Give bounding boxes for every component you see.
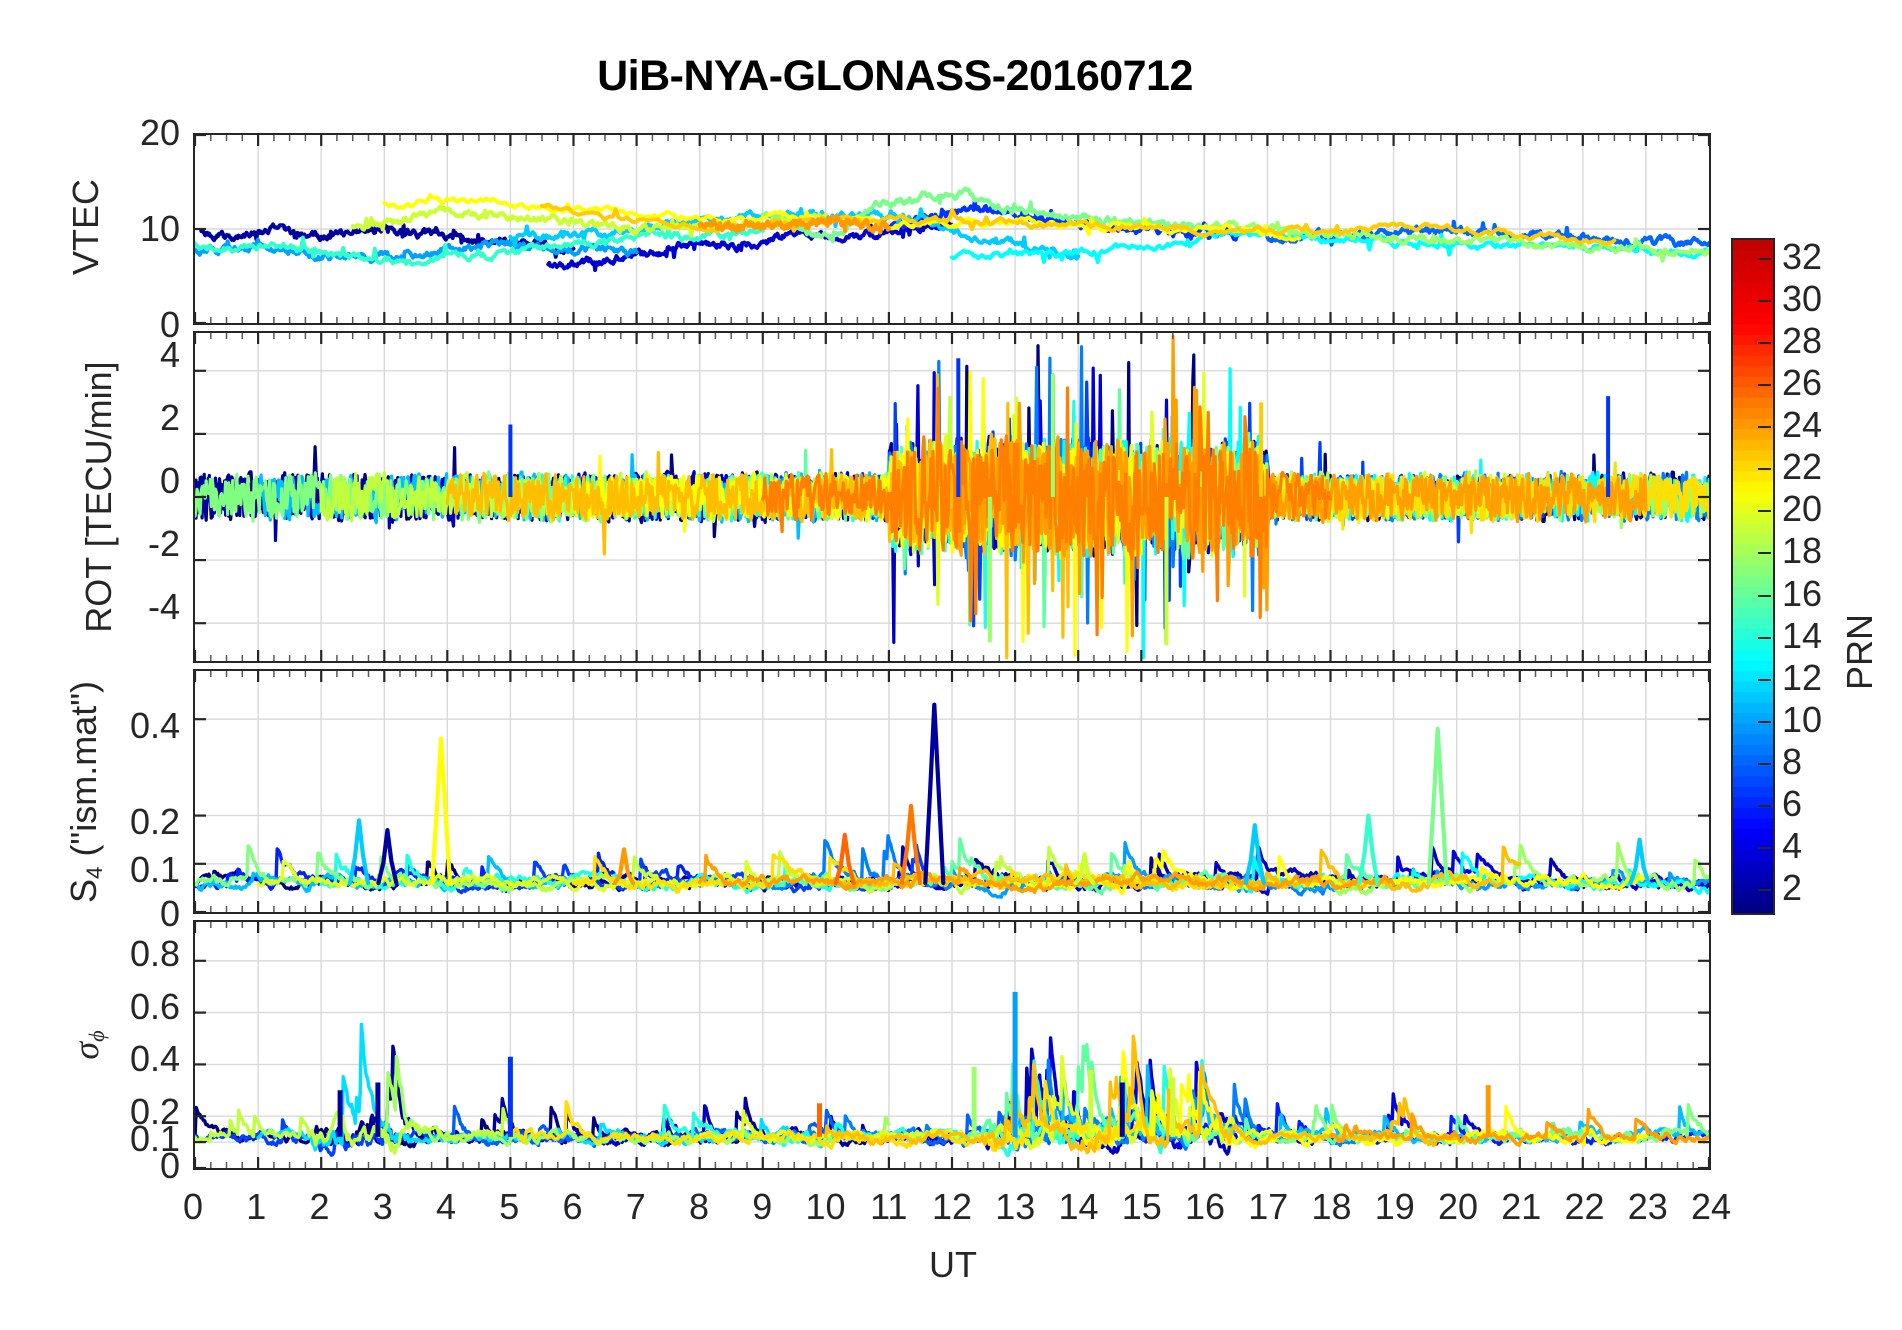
x-tick-6: 6 xyxy=(562,1186,583,1227)
colorbar-tickmark xyxy=(1758,552,1771,555)
colorbar-tickmark xyxy=(1758,762,1771,765)
x-tick-16: 16 xyxy=(1184,1186,1226,1227)
sigmaphi-ytick-01: 0.1 xyxy=(129,1118,180,1159)
colorbar-tickmark xyxy=(1758,510,1771,513)
colorbar-tick-26: 26 xyxy=(1782,362,1823,404)
x-tick-11: 11 xyxy=(870,1186,908,1227)
x-tick-14: 14 xyxy=(1058,1186,1099,1227)
vtec-plot-area xyxy=(195,135,1709,323)
colorbar-tick-14: 14 xyxy=(1782,614,1823,656)
colorbar-tick-28: 28 xyxy=(1782,320,1823,362)
page-title: UiB-NYA-GLONASS-20160712 xyxy=(597,52,1193,100)
x-tick-7: 7 xyxy=(625,1186,646,1227)
colorbar-tickmark xyxy=(1758,342,1771,345)
colorbar-tickmark xyxy=(1758,594,1771,597)
x-tick-12: 12 xyxy=(931,1186,973,1227)
colorbar-prn[interactable] xyxy=(1731,238,1775,915)
rot-ytick-neg2: -2 xyxy=(147,523,180,564)
x-tick-8: 8 xyxy=(688,1186,710,1227)
colorbar-tick-18: 18 xyxy=(1782,530,1823,572)
colorbar-tickmark xyxy=(1758,846,1771,849)
sigmaphi-ytick-04: 0.4 xyxy=(129,1038,180,1079)
colorbar-tickmark xyxy=(1758,426,1771,429)
rot-ytick-4: 4 xyxy=(159,334,180,375)
x-tick-1: 1 xyxy=(246,1186,267,1227)
x-tick-18: 18 xyxy=(1311,1186,1352,1227)
colorbar-tickmark xyxy=(1758,720,1771,723)
s4-ytick-02: 0.2 xyxy=(129,801,180,842)
x-tick-3: 3 xyxy=(372,1186,393,1227)
panel-sigma-phi xyxy=(193,920,1711,1170)
x-tick-0: 0 xyxy=(182,1186,204,1227)
colorbar-tick-2: 2 xyxy=(1782,866,1803,908)
colorbar-tick-10: 10 xyxy=(1782,698,1823,740)
colorbar-tick-22: 22 xyxy=(1782,446,1823,488)
s4-plot-area xyxy=(195,671,1709,912)
x-axis-label: UT xyxy=(929,1244,977,1285)
colorbar-tick-30: 30 xyxy=(1782,278,1823,320)
rot-ytick-0: 0 xyxy=(159,460,180,501)
x-tick-21: 21 xyxy=(1501,1186,1542,1227)
x-tick-10: 10 xyxy=(805,1186,846,1227)
panel-s4 xyxy=(193,669,1711,914)
colorbar-tickmark xyxy=(1758,258,1771,261)
colorbar-label: PRN xyxy=(1839,614,1880,691)
rot-ytick-2: 2 xyxy=(159,397,180,438)
sigmaphi-ytick-0: 0 xyxy=(159,1145,180,1186)
x-tick-24: 24 xyxy=(1690,1186,1732,1227)
vtec-ytick-20: 20 xyxy=(139,112,180,153)
colorbar-tick-12: 12 xyxy=(1782,656,1823,698)
colorbar-tickmark xyxy=(1758,804,1771,807)
colorbar-tickmark xyxy=(1758,636,1771,639)
panel-vtec xyxy=(193,133,1711,325)
colorbar-tick-24: 24 xyxy=(1782,404,1823,446)
s4-ytick-0: 0 xyxy=(159,893,180,934)
colorbar-gradient xyxy=(1733,240,1773,914)
x-tick-23: 23 xyxy=(1627,1186,1668,1227)
rot-ytick-neg4: -4 xyxy=(147,586,180,627)
x-tick-9: 9 xyxy=(752,1186,773,1227)
x-tick-20: 20 xyxy=(1437,1186,1479,1227)
x-tick-17: 17 xyxy=(1248,1186,1289,1227)
sigmaphi-ytick-02: 0.2 xyxy=(129,1091,180,1132)
colorbar-tick-16: 16 xyxy=(1782,572,1823,614)
colorbar-tickmark xyxy=(1758,468,1771,471)
sigma-phi-plot-area xyxy=(195,922,1709,1168)
rot-plot-area xyxy=(195,333,1709,661)
colorbar-tick-6: 6 xyxy=(1782,782,1803,824)
s4-ytick-04: 0.4 xyxy=(129,705,180,746)
sigmaphi-ytick-06: 0.6 xyxy=(129,986,180,1027)
colorbar-tick-4: 4 xyxy=(1782,824,1803,866)
s4-ytick-01: 0.1 xyxy=(129,849,180,890)
sigmaphi-ytick-08: 0.8 xyxy=(129,933,180,974)
x-tick-13: 13 xyxy=(995,1186,1036,1227)
x-tick-22: 22 xyxy=(1564,1186,1605,1227)
colorbar-tickmark xyxy=(1758,678,1771,681)
colorbar-tickmark xyxy=(1758,384,1771,387)
panel-rot xyxy=(193,331,1711,663)
colorbar-tick-32: 32 xyxy=(1782,236,1823,278)
x-tick-4: 4 xyxy=(435,1186,457,1227)
x-tick-5: 5 xyxy=(499,1186,520,1227)
x-tick-15: 15 xyxy=(1121,1186,1162,1227)
colorbar-tickmark xyxy=(1758,300,1771,303)
vtec-ytick-10: 10 xyxy=(139,208,180,249)
colorbar-tickmark xyxy=(1758,888,1771,891)
colorbar-tick-20: 20 xyxy=(1782,488,1823,530)
x-tick-19: 19 xyxy=(1374,1186,1415,1227)
colorbar-tick-8: 8 xyxy=(1782,740,1803,782)
vtec-ytick-0: 0 xyxy=(159,304,180,345)
x-tick-2: 2 xyxy=(309,1186,330,1227)
